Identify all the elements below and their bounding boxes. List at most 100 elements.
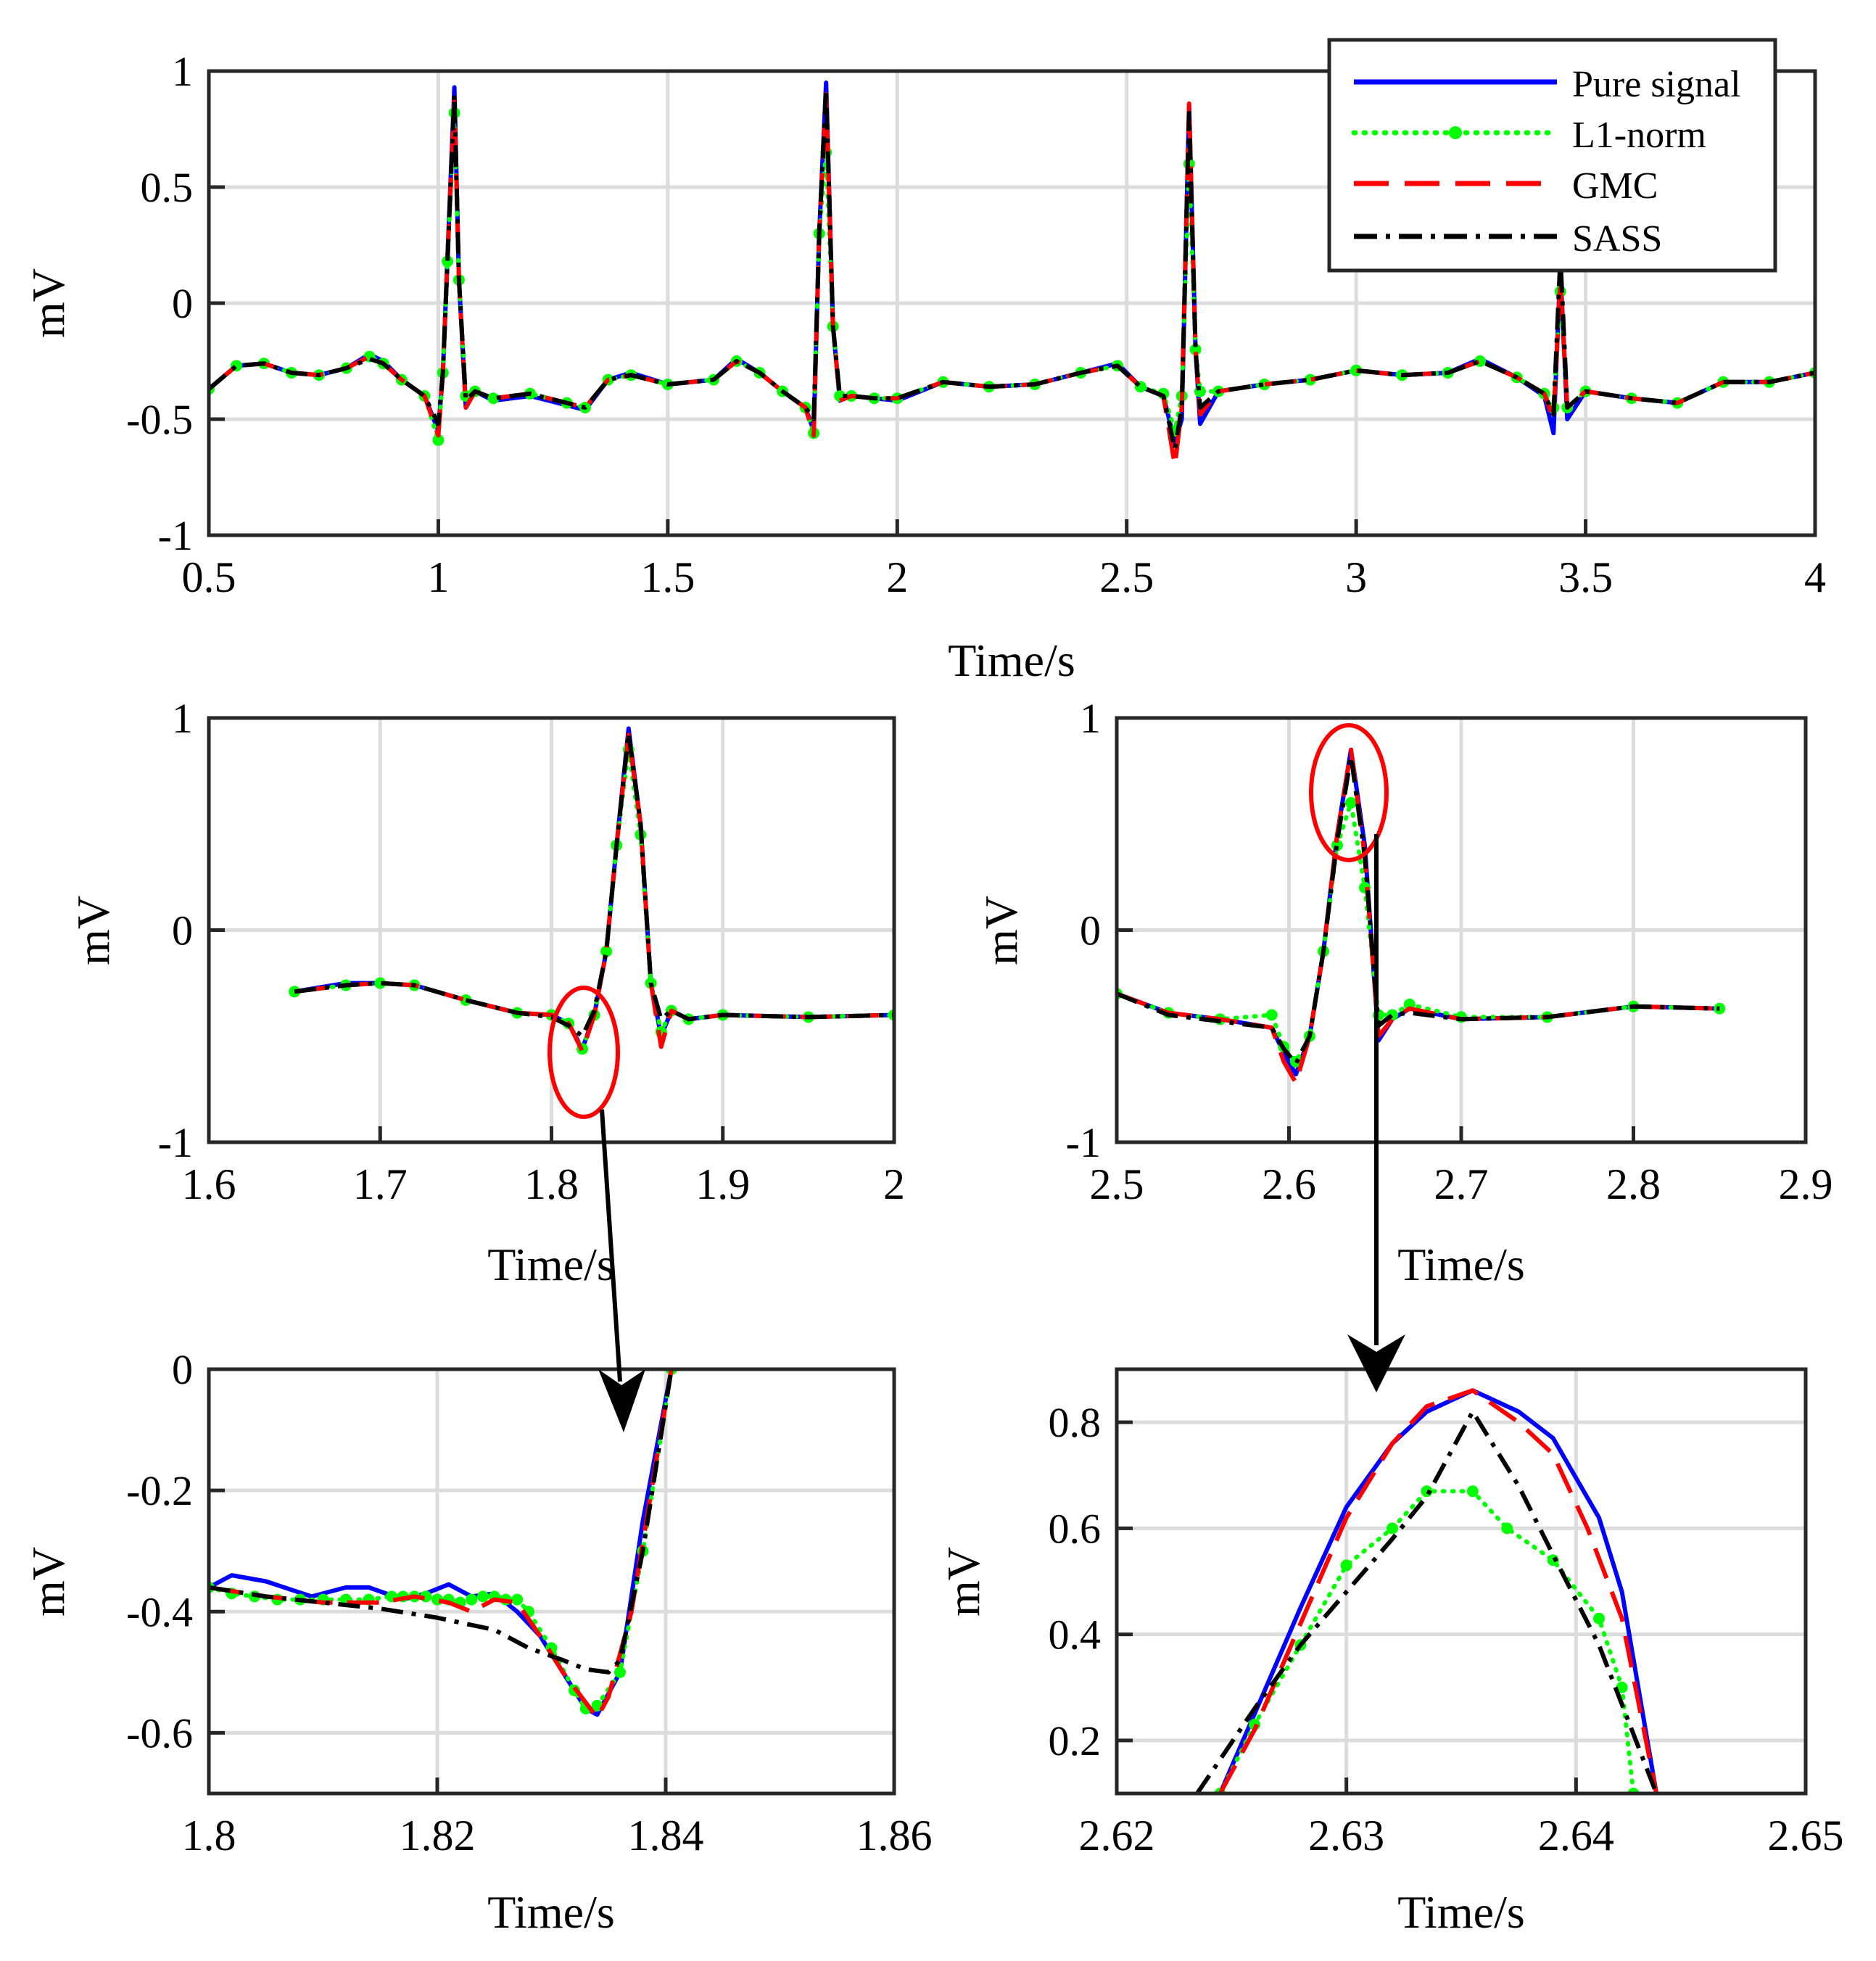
plot-frame	[207, 1367, 896, 1796]
x-tick-label: 1.86	[856, 1812, 933, 1859]
y-tick-label: 0.4	[1049, 1611, 1102, 1659]
x-axis-label: Time/s	[1397, 1239, 1525, 1290]
legend-label-gmc: GMC	[1572, 165, 1658, 207]
x-tick-label: 1	[427, 553, 449, 601]
x-tick-label: 2.5	[1090, 1160, 1144, 1208]
legend-marker-l1	[1449, 126, 1462, 139]
series-point-l1	[614, 1666, 626, 1678]
y-tick-label: -0.4	[126, 1588, 193, 1635]
series-point-l1	[1258, 379, 1270, 390]
y-tick-label: -0.2	[126, 1467, 193, 1514]
y-tick-label: 0.2	[1049, 1717, 1102, 1764]
y-tick-label: -0.6	[126, 1709, 193, 1756]
x-tick-label: 1.82	[400, 1812, 476, 1859]
series-point-l1	[1304, 373, 1316, 386]
series-line-sass	[209, 87, 1815, 452]
y-tick-label: 1	[1080, 695, 1101, 742]
series-point-l1	[466, 1593, 478, 1606]
y-tick-label: 0	[172, 907, 193, 954]
x-tick-label: 2.8	[1606, 1160, 1661, 1208]
series-point-l1	[1340, 1559, 1352, 1572]
series-point-l1	[477, 1590, 489, 1603]
series-point-l1	[1387, 1522, 1398, 1535]
series-point-l1	[1265, 1009, 1278, 1021]
x-tick-label: 2	[883, 1160, 905, 1208]
y-tick-label: 0	[1080, 907, 1101, 954]
x-tick-label: 1.8	[182, 1812, 236, 1859]
x-tick-label: 2.7	[1434, 1160, 1489, 1208]
x-tick-label: 3	[1345, 553, 1367, 601]
panel-zoom-1: 1.6 1.7 1.8 1.9 2 -1 0 1 Time/s mV	[67, 695, 905, 1290]
legend-label-sass: SASS	[1572, 218, 1662, 260]
x-tick-label: 4	[1804, 553, 1826, 601]
series-point-l1	[1466, 1485, 1479, 1498]
legend: Pure signal L1-norm GMC SASS	[1327, 38, 1777, 273]
series-point-l1	[1345, 797, 1357, 809]
y-tick-label: -1	[1066, 1119, 1101, 1166]
y-axis-label: mV	[22, 1547, 74, 1617]
x-tick-label: 1.84	[628, 1812, 704, 1859]
y-tick-label: 0.5	[141, 164, 194, 211]
legend-label-l1: L1-norm	[1572, 115, 1706, 156]
series-point-l1	[600, 945, 613, 957]
x-tick-label: 2.5	[1099, 553, 1154, 601]
series-point-l1	[374, 977, 387, 989]
y-tick-label: 0.8	[1049, 1399, 1102, 1446]
x-tick-label: 2.9	[1779, 1160, 1833, 1208]
y-tick-label: -0.5	[126, 396, 193, 443]
x-tick-label: 1.5	[640, 553, 695, 601]
series-line-gmc	[1218, 1388, 1659, 1793]
series-point-l1	[1350, 364, 1363, 376]
x-tick-label: 2	[886, 553, 908, 601]
x-tick-label: 2.6	[1262, 1160, 1316, 1208]
y-tick-label: 0	[172, 1346, 193, 1393]
y-tick-label: -1	[158, 1119, 193, 1166]
x-tick-label: 2.65	[1768, 1812, 1844, 1859]
legend-label-pure: Pure signal	[1572, 64, 1741, 105]
x-axis-label: Time/s	[1397, 1886, 1525, 1938]
x-tick-label: 2.63	[1308, 1812, 1384, 1859]
x-axis-label: Time/s	[948, 635, 1075, 686]
y-axis-label: mV	[67, 896, 119, 965]
y-tick-label: -1	[158, 512, 193, 559]
y-tick-label: 1	[172, 695, 193, 742]
legend-box	[1327, 38, 1777, 273]
x-tick-label: 3.5	[1558, 553, 1613, 601]
plot-frame	[1115, 1367, 1808, 1796]
series-line-sass	[1117, 754, 1720, 1066]
panel-zoom-2: 2.5 2.6 2.7 2.8 2.9 -1 0 1 Time/s mV	[975, 695, 1833, 1290]
x-tick-label: 0.5	[182, 553, 236, 601]
x-axis-label: Time/s	[487, 1239, 615, 1290]
series-point-l1	[1501, 1522, 1513, 1535]
series-point-l1	[432, 434, 445, 446]
arrow-head-peak	[1347, 1334, 1405, 1392]
series-line-pure	[1218, 1388, 1659, 1793]
series-point-l1	[1189, 344, 1202, 355]
x-tick-label: 1.6	[182, 1160, 236, 1208]
y-axis-label: mV	[938, 1547, 989, 1617]
arrow-line-dip	[600, 1109, 622, 1382]
highlight-ellipse-peak	[1309, 723, 1389, 862]
x-tick-label: 1.9	[695, 1160, 750, 1208]
y-tick-label: 1	[172, 48, 193, 95]
y-tick-label: 0.6	[1049, 1505, 1102, 1552]
series-point-l1	[511, 1593, 524, 1606]
x-tick-label: 1.7	[353, 1160, 408, 1208]
series-point-l1	[487, 392, 500, 405]
series-line-sass	[1195, 1409, 1658, 1793]
series-point-l1	[442, 255, 454, 268]
series-point-l1	[1593, 1612, 1605, 1624]
series-point-l1	[1616, 1681, 1628, 1693]
panel-zoom-4: 2.62 2.63 2.64 2.65 0.2 0.4 0.6 0.8 Time/s mV	[938, 1367, 1844, 1938]
x-tick-label: 1.8	[524, 1160, 579, 1208]
y-tick-label: 0	[172, 280, 193, 327]
highlight-ellipse-dip	[547, 986, 620, 1119]
x-tick-label: 2.64	[1538, 1812, 1614, 1859]
y-axis-label: mV	[22, 268, 74, 338]
x-tick-label: 2.62	[1079, 1812, 1155, 1859]
series-line-sass	[294, 730, 894, 1039]
series-line-gmc	[209, 1369, 674, 1720]
callouts	[547, 723, 1405, 1432]
arrow-head-dip	[598, 1369, 645, 1432]
